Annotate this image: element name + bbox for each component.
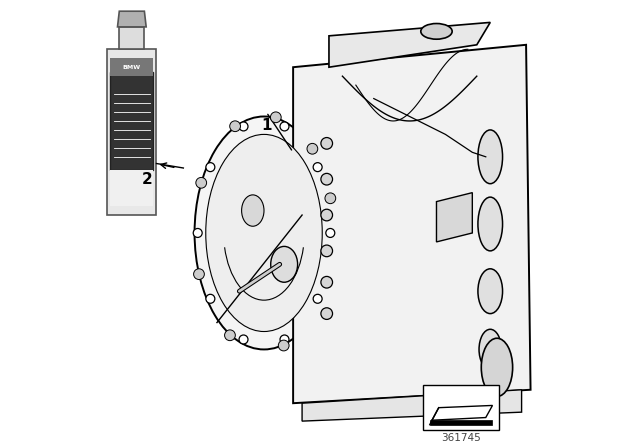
FancyBboxPatch shape xyxy=(423,385,499,430)
Circle shape xyxy=(193,269,204,280)
Circle shape xyxy=(278,340,289,351)
Ellipse shape xyxy=(478,130,502,184)
Circle shape xyxy=(313,163,322,172)
Circle shape xyxy=(321,245,333,257)
Circle shape xyxy=(239,335,248,344)
Ellipse shape xyxy=(478,197,502,251)
Circle shape xyxy=(307,143,317,154)
Ellipse shape xyxy=(271,246,298,282)
Circle shape xyxy=(321,209,333,221)
Polygon shape xyxy=(302,390,522,421)
Ellipse shape xyxy=(478,269,502,314)
Text: 2: 2 xyxy=(142,172,153,187)
Circle shape xyxy=(321,308,333,319)
Ellipse shape xyxy=(481,338,513,396)
Circle shape xyxy=(280,335,289,344)
Polygon shape xyxy=(119,27,145,49)
Circle shape xyxy=(326,228,335,237)
Polygon shape xyxy=(329,22,490,67)
Circle shape xyxy=(193,228,202,237)
Circle shape xyxy=(206,163,215,172)
Polygon shape xyxy=(436,193,472,242)
Circle shape xyxy=(271,112,281,123)
Ellipse shape xyxy=(206,134,323,332)
Polygon shape xyxy=(110,170,154,206)
Polygon shape xyxy=(118,11,146,27)
Polygon shape xyxy=(108,49,157,215)
Ellipse shape xyxy=(479,329,502,370)
Polygon shape xyxy=(110,58,154,76)
Ellipse shape xyxy=(195,116,333,349)
Polygon shape xyxy=(430,420,493,425)
Polygon shape xyxy=(110,72,154,170)
Circle shape xyxy=(225,330,236,340)
Circle shape xyxy=(206,294,215,303)
Text: BMW: BMW xyxy=(123,65,141,70)
Circle shape xyxy=(239,122,248,131)
Circle shape xyxy=(325,193,336,204)
Circle shape xyxy=(321,138,333,149)
Circle shape xyxy=(230,121,241,132)
Circle shape xyxy=(321,173,333,185)
Circle shape xyxy=(196,177,207,188)
Ellipse shape xyxy=(421,23,452,39)
Text: 1: 1 xyxy=(261,118,271,133)
Circle shape xyxy=(280,122,289,131)
Circle shape xyxy=(321,276,333,288)
Polygon shape xyxy=(293,45,531,403)
Circle shape xyxy=(313,294,322,303)
Ellipse shape xyxy=(242,195,264,226)
Text: 361745: 361745 xyxy=(441,433,481,443)
